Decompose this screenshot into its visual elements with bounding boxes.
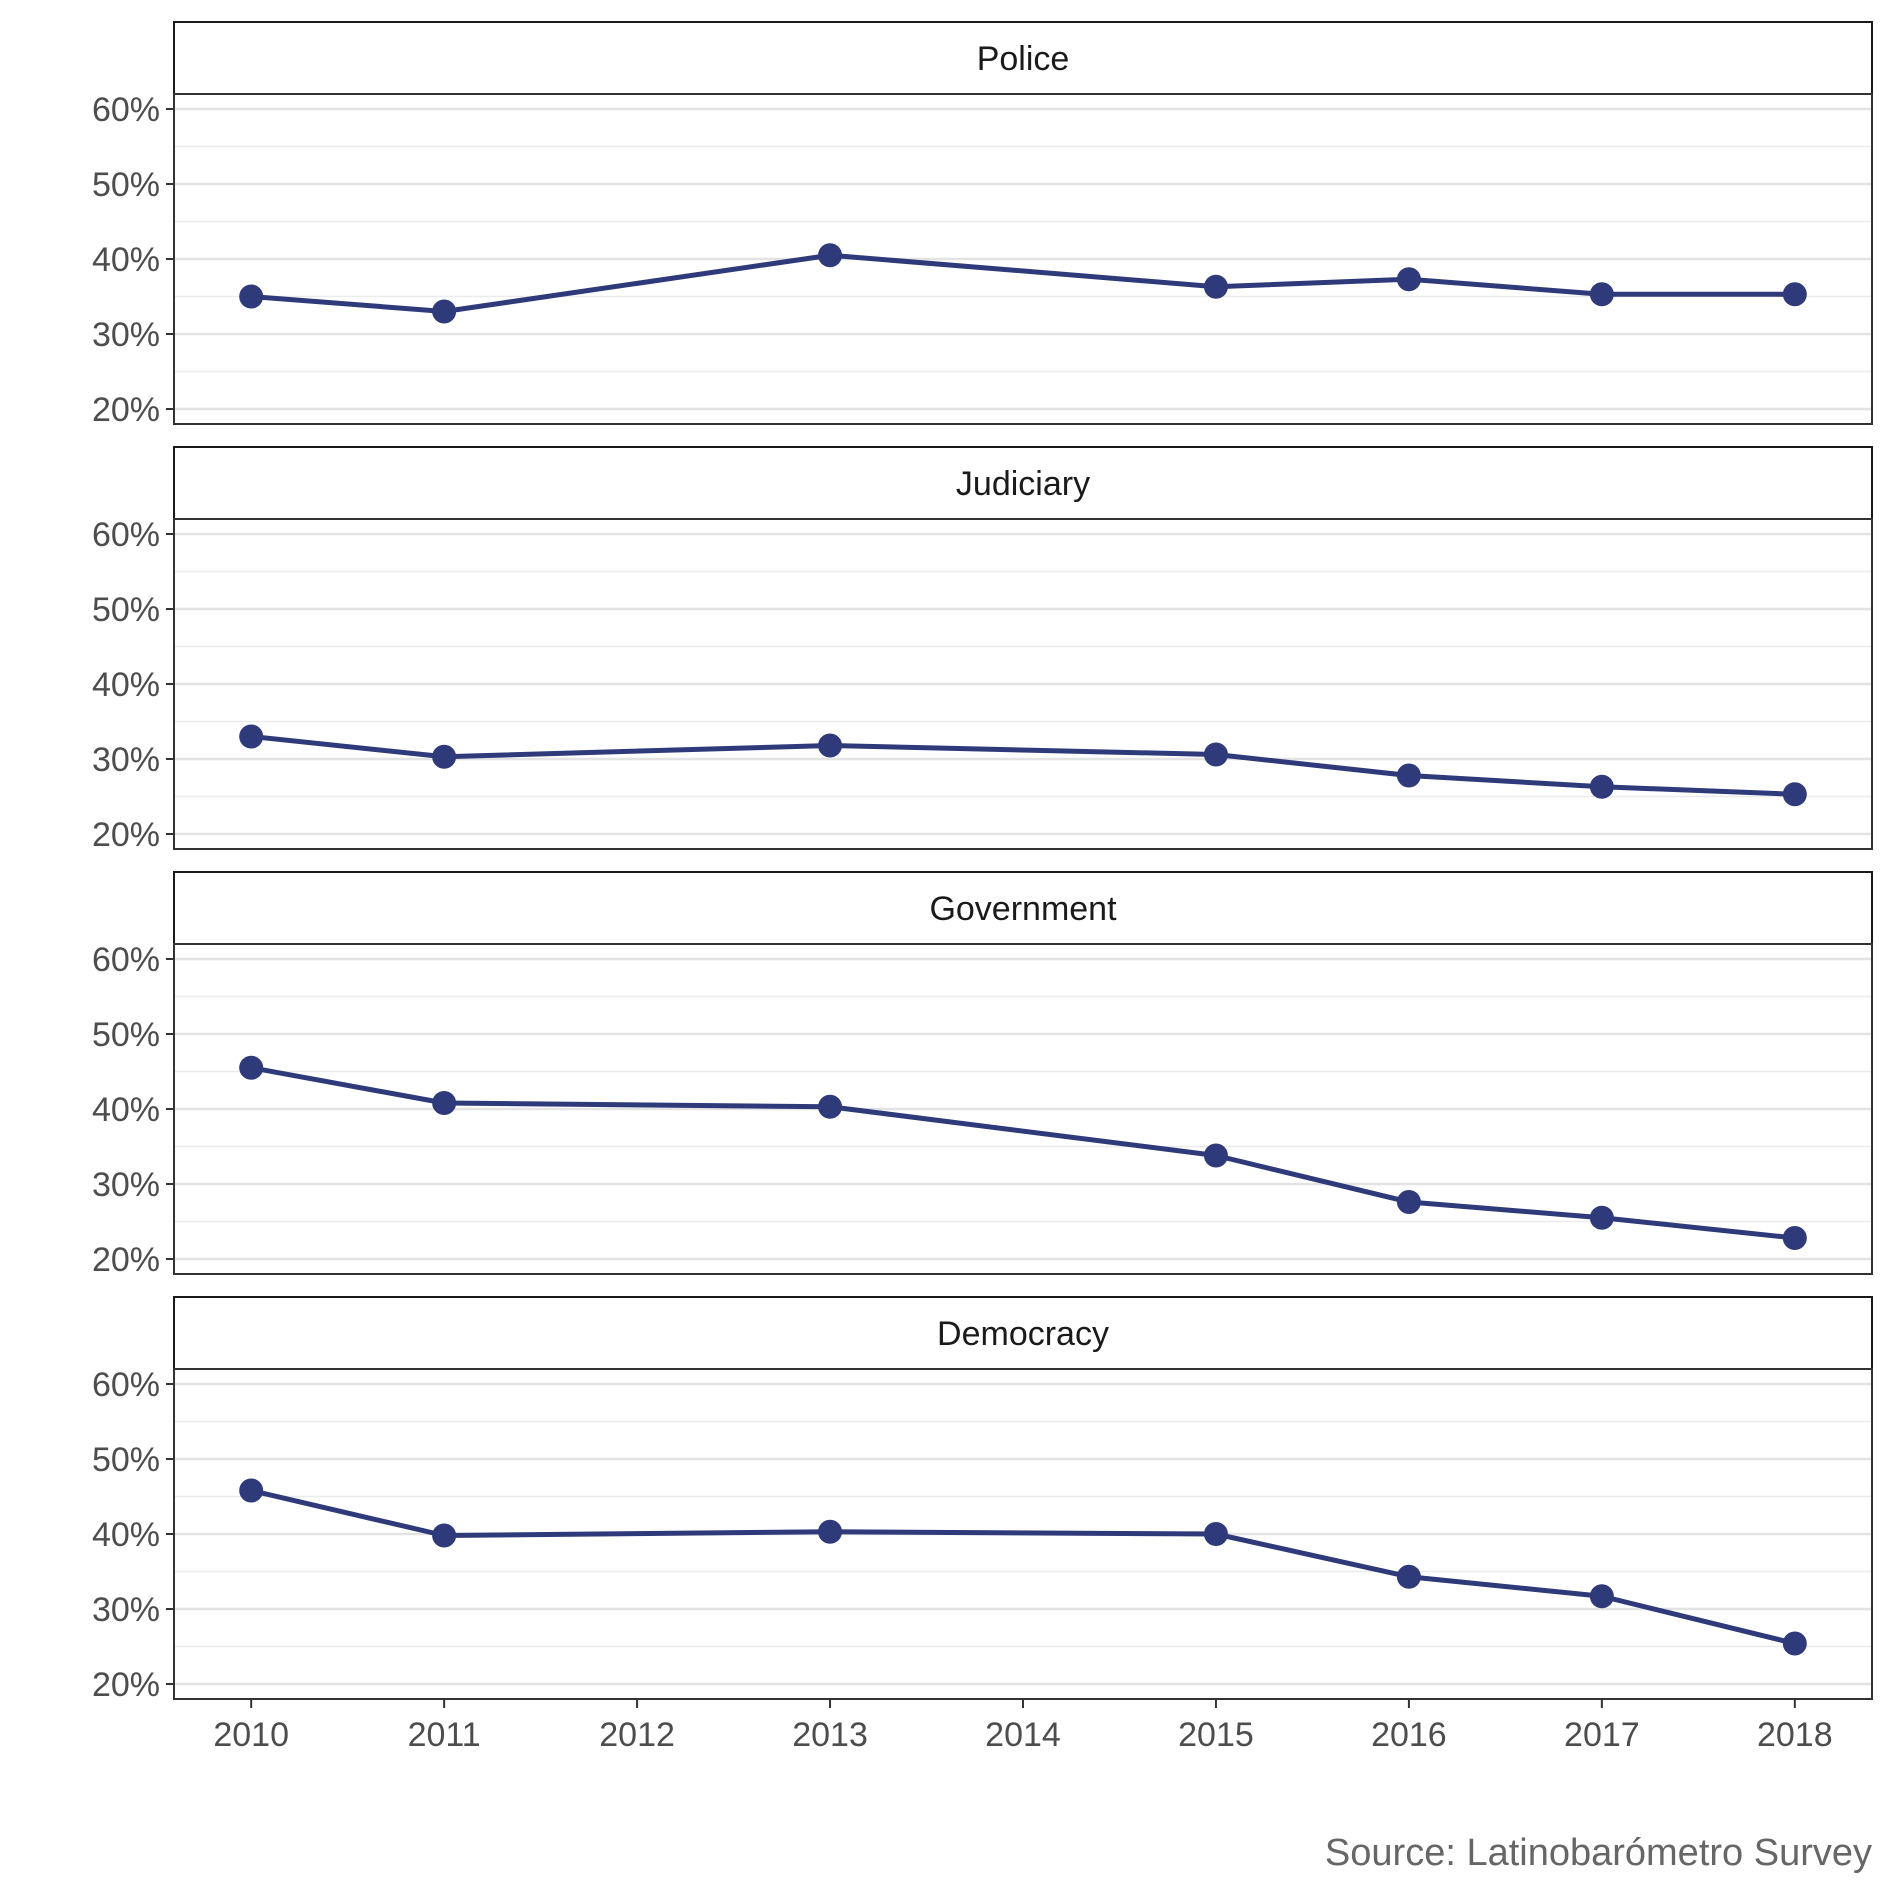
panel-border — [173, 943, 1873, 1275]
data-point — [1782, 782, 1807, 807]
data-point — [239, 284, 264, 309]
data-point — [1782, 1631, 1807, 1656]
y-tick-label: 50% — [92, 591, 160, 629]
data-point — [1589, 774, 1614, 799]
x-tick-label: 2010 — [213, 1716, 289, 1754]
facet-title: Government — [929, 890, 1117, 928]
y-tick-label: 40% — [92, 666, 160, 704]
facet-police: Police 20% 30% 40% 50% 60% — [92, 21, 1873, 429]
data-point — [239, 1055, 264, 1080]
y-tick-label: 60% — [92, 91, 160, 129]
facet-government: Government 20% 30% 40% 50% 60% — [92, 871, 1873, 1279]
data-point — [239, 724, 264, 749]
y-tick-label: 60% — [92, 516, 160, 554]
data-point — [1203, 742, 1228, 767]
facet-democracy: Democracy 20% 30% 40% 50% 60% — [92, 1296, 1873, 1704]
data-point — [818, 243, 843, 268]
data-point — [432, 299, 457, 324]
x-tick-label: 2016 — [1371, 1716, 1447, 1754]
x-tick-label: 2017 — [1564, 1716, 1640, 1754]
facet-judiciary: Judiciary 20% 30% 40% 50% 60% — [92, 446, 1873, 854]
facet-strip — [173, 21, 1873, 95]
data-point — [432, 1523, 457, 1548]
data-point — [1782, 1226, 1807, 1250]
data-point — [1203, 1522, 1228, 1546]
data-point — [1203, 274, 1228, 299]
y-tick-label: 50% — [92, 1441, 160, 1479]
y-tick-label: 50% — [92, 1016, 160, 1054]
y-tick-label: 30% — [92, 741, 160, 779]
facets-layer: Police 20% 30% 40% 50% 60% Judiciary 20% 30% 40% 5… — [92, 21, 1873, 1704]
data-point — [1396, 763, 1421, 788]
facet-title: Democracy — [937, 1315, 1109, 1353]
facet-strip — [173, 446, 1873, 520]
x-tick-label: 2012 — [599, 1716, 675, 1754]
facet-title: Police — [977, 40, 1070, 78]
data-point — [239, 1478, 264, 1503]
data-point — [1396, 267, 1421, 292]
data-point — [1203, 1143, 1228, 1168]
y-tick-label: 40% — [92, 1091, 160, 1129]
panel-border — [173, 93, 1873, 425]
y-tick-label: 40% — [92, 1516, 160, 1554]
data-point — [1589, 1584, 1614, 1609]
y-tick-label: 20% — [92, 1241, 160, 1279]
x-tick-label: 2018 — [1757, 1716, 1833, 1754]
y-tick-label: 50% — [92, 166, 160, 204]
y-tick-label: 60% — [92, 1366, 160, 1404]
data-point — [1589, 282, 1614, 307]
data-point — [1782, 282, 1807, 307]
y-tick-label: 30% — [92, 316, 160, 354]
data-point — [818, 1519, 843, 1544]
x-axis: 2010 2011 2012 2013 2014 2015 2016 2017 2018 — [213, 1699, 1833, 1754]
x-tick-label: 2014 — [985, 1716, 1061, 1754]
y-tick-label: 20% — [92, 816, 160, 854]
x-tick-label: 2011 — [408, 1716, 481, 1754]
facet-title: Judiciary — [956, 465, 1090, 503]
data-point — [1396, 1564, 1421, 1589]
data-point — [432, 744, 457, 769]
facet-strip — [173, 871, 1873, 945]
y-tick-label: 20% — [92, 391, 160, 429]
panel-border — [173, 518, 1873, 850]
data-point — [818, 733, 843, 758]
data-point — [1396, 1190, 1421, 1214]
y-tick-label: 40% — [92, 241, 160, 279]
data-point — [432, 1091, 457, 1115]
x-tick-label: 2013 — [792, 1716, 868, 1754]
y-tick-label: 30% — [92, 1591, 160, 1629]
source-caption: Source: Latinobarómetro Survey — [1325, 1832, 1872, 1874]
y-tick-label: 60% — [92, 941, 160, 979]
x-tick-label: 2015 — [1178, 1716, 1254, 1754]
facet-strip — [173, 1296, 1873, 1370]
data-point — [818, 1094, 843, 1119]
data-point — [1589, 1205, 1614, 1230]
y-tick-label: 20% — [92, 1666, 160, 1704]
y-tick-label: 30% — [92, 1166, 160, 1204]
